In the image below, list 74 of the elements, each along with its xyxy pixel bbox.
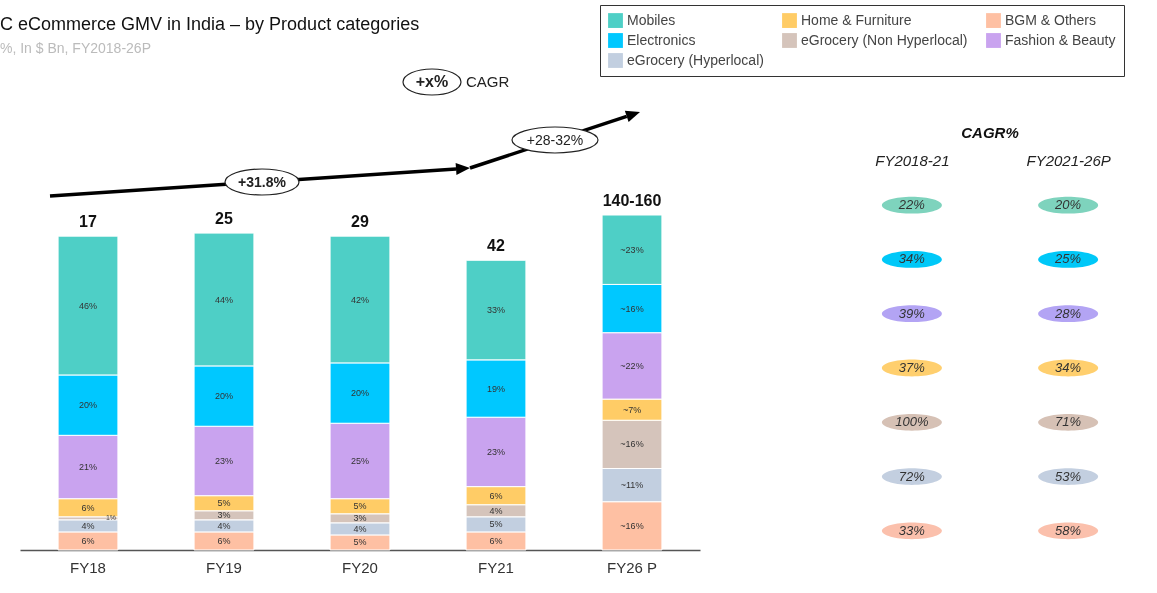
- data-label: 4%: [353, 523, 367, 534]
- data-label: 20%: [350, 388, 370, 399]
- data-label: ~16%: [620, 439, 644, 450]
- x-tick-label: FY26 P: [606, 558, 658, 576]
- data-label: 42%: [350, 294, 370, 305]
- data-label: 25%: [350, 455, 370, 466]
- data-label: 44%: [214, 294, 234, 305]
- data-label: 5%: [353, 501, 367, 512]
- data-label: ~16%: [620, 303, 644, 314]
- data-label: ~11%: [620, 480, 644, 491]
- data-label: 4%: [81, 520, 95, 531]
- data-label: 3%: [217, 510, 231, 521]
- data-label: 6%: [217, 535, 231, 546]
- data-label: 37%: [898, 360, 925, 375]
- data-label: 5%: [217, 498, 231, 509]
- annotation: 17: [79, 213, 97, 231]
- data-label: 4%: [489, 505, 503, 516]
- text: +28-32%: [526, 132, 584, 148]
- data-label: 3%: [353, 513, 367, 524]
- data-label: 19%: [486, 383, 506, 394]
- data-label: ~16%: [620, 520, 644, 531]
- data-label: 34%: [1055, 360, 1082, 375]
- text: 140-160: [602, 192, 662, 209]
- data-label: ~23%: [620, 244, 644, 255]
- data-label: 100%: [895, 414, 929, 430]
- text: +31.8%: [238, 174, 287, 190]
- legend-label: Mobiles: [627, 11, 676, 28]
- x-tick-label: FY19: [206, 558, 242, 576]
- data-label: 4%: [217, 520, 231, 531]
- chart-title: C eCommerce GMV in India – by Product categories: [0, 14, 420, 35]
- data-label: 23%: [214, 455, 234, 466]
- data-label: 25%: [1054, 251, 1082, 267]
- data-label: 72%: [898, 468, 925, 484]
- annotation: 29: [351, 213, 369, 231]
- legend-label: Home & Furniture: [801, 11, 912, 28]
- data-label: ~22%: [620, 360, 644, 371]
- data-label: 39%: [898, 305, 925, 321]
- data-label: 58%: [1055, 522, 1082, 538]
- x-tick-label: FY18: [70, 558, 106, 576]
- data-label: 5%: [489, 519, 503, 530]
- data-label: 34%: [898, 251, 925, 267]
- text: +x%: [415, 73, 449, 90]
- annotation: 42: [487, 237, 505, 255]
- text: CAGR%: [961, 124, 1019, 141]
- data-label: 6%: [489, 490, 503, 501]
- data-label: 20%: [1054, 197, 1082, 213]
- data-label: 28%: [1054, 305, 1082, 321]
- x-tick-label: FY20: [342, 558, 378, 576]
- data-label: 20%: [214, 391, 234, 402]
- data-label: ~7%: [622, 404, 642, 415]
- annotation: 25: [215, 210, 233, 228]
- legend-label: eGrocery (Non Hyperlocal): [801, 31, 968, 48]
- data-label: 33%: [486, 305, 506, 316]
- data-label: 21%: [78, 462, 98, 472]
- text: CAGR: [466, 73, 510, 90]
- data-label: 6%: [489, 535, 503, 546]
- x-tick-label: FY21: [478, 558, 514, 576]
- data-label: 71%: [1055, 414, 1082, 430]
- category-label: FY2018-21: [875, 151, 950, 169]
- data-label: 23%: [486, 446, 506, 457]
- data-label: 22%: [897, 197, 925, 213]
- data-label: 6%: [81, 535, 95, 546]
- data-label: 46%: [78, 300, 98, 311]
- legend-label: eGrocery (Hyperlocal): [627, 51, 764, 68]
- chart-subtitle: %, In $ Bn, FY2018-26P: [0, 40, 151, 56]
- legend-label: Electronics: [627, 31, 696, 48]
- data-label: 20%: [78, 400, 98, 411]
- data-label: 53%: [1055, 468, 1082, 484]
- data-label: 33%: [898, 522, 925, 538]
- data-label: 5%: [353, 537, 367, 548]
- legend-label: BGM & Others: [1005, 11, 1097, 28]
- category-label: FY2021-26P: [1026, 151, 1111, 169]
- data-label: 6%: [81, 502, 95, 513]
- legend-label: Fashion & Beauty: [1005, 31, 1116, 48]
